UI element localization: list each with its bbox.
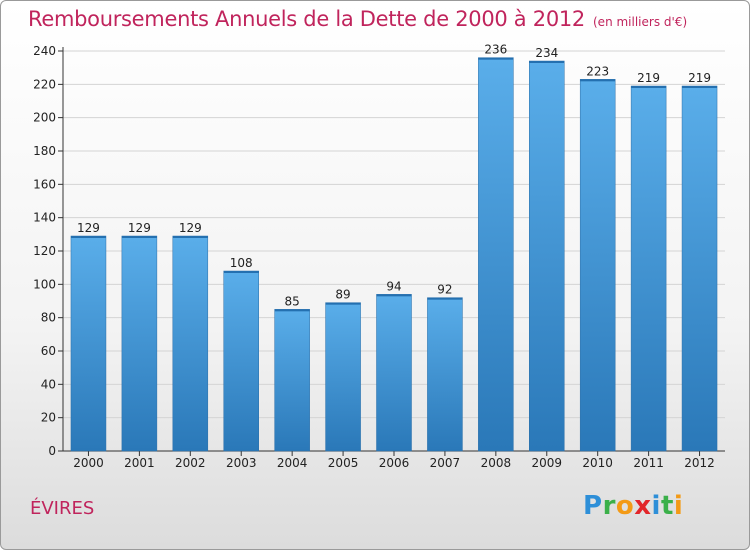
value-label-2007: 92	[437, 283, 452, 297]
x-tick-label-2011: 2011	[633, 456, 664, 470]
value-label-2009: 234	[535, 46, 558, 60]
logo-letter: r	[602, 491, 616, 521]
bar-top-edge	[325, 302, 361, 305]
bar-top-edge	[376, 294, 412, 297]
logo-letter: x	[634, 491, 652, 521]
value-label-2012: 219	[688, 71, 711, 85]
bar-2009	[529, 60, 565, 452]
logo-letter: i	[673, 491, 684, 521]
bar-2000	[70, 235, 107, 452]
bar-2008	[478, 57, 514, 452]
y-tick-label: 220	[33, 77, 56, 91]
value-label-2003: 108	[230, 256, 253, 270]
x-tick-label-2006: 2006	[379, 456, 410, 470]
bar-top-edge	[631, 86, 667, 88]
bar-2004	[274, 309, 310, 452]
chart-subtitle: (en milliers d'€)	[593, 15, 688, 29]
y-tick-label: 60	[41, 344, 56, 358]
chart-title: Remboursements Annuels de la Dette de 20…	[28, 7, 687, 31]
logo-letter: P	[583, 491, 603, 521]
bar-2010	[579, 79, 616, 452]
bar-2003	[223, 270, 259, 452]
x-tick-label-2000: 2000	[73, 456, 104, 470]
value-label-2006: 94	[386, 279, 401, 293]
value-label-2000: 129	[77, 221, 100, 235]
x-tick-label-2005: 2005	[328, 456, 359, 470]
bar-top-edge	[70, 236, 106, 238]
bar-2011	[630, 85, 667, 452]
value-label-2004: 85	[285, 294, 300, 308]
x-tick-label-2007: 2007	[430, 456, 461, 470]
bar-2002	[172, 235, 209, 452]
x-tick-label-2002: 2002	[175, 456, 206, 470]
y-tick-label: 140	[33, 211, 56, 225]
bar-2005	[325, 302, 361, 452]
bar-2006	[376, 294, 412, 452]
bar-2001	[121, 235, 158, 452]
value-label-2010: 223	[586, 64, 609, 78]
y-tick-label: 200	[33, 111, 56, 125]
bar-top-edge	[682, 86, 718, 88]
y-tick-label: 240	[33, 44, 56, 58]
commune-name: ÉVIRES	[30, 498, 95, 519]
y-tick-label: 120	[33, 244, 56, 258]
x-tick-label-2010: 2010	[582, 456, 613, 470]
logo-letter: t	[660, 491, 674, 521]
title-text: Remboursements Annuels de la Dette de 20…	[28, 7, 585, 31]
y-tick-label: 100	[33, 277, 56, 291]
bar-top-edge	[427, 297, 463, 300]
y-tick-label: 160	[33, 177, 56, 191]
bar-top-edge	[172, 236, 208, 238]
bar-top-edge	[580, 79, 616, 82]
y-tick-label: 20	[41, 411, 56, 425]
y-tick-label: 180	[33, 144, 56, 158]
value-label-2002: 129	[179, 221, 202, 235]
bar-top-edge	[478, 57, 514, 60]
value-label-2005: 89	[335, 288, 350, 302]
x-tick-label-2004: 2004	[277, 456, 308, 470]
x-tick-label-2003: 2003	[226, 456, 257, 470]
bar-top-edge	[223, 271, 259, 273]
bar-top-edge	[274, 309, 310, 312]
logo-letter: i	[651, 491, 661, 521]
value-label-2011: 219	[637, 71, 660, 85]
logo-letter: o	[615, 491, 635, 521]
bar-2012	[681, 85, 718, 452]
y-tick-label: 80	[41, 311, 56, 325]
x-tick-label-2008: 2008	[481, 456, 512, 470]
bar-top-edge	[121, 236, 157, 238]
value-label-2008: 236	[484, 43, 507, 57]
y-tick-label: 40	[41, 377, 56, 391]
y-tick-label: 0	[48, 444, 56, 458]
labels: 129 2000 129 2001 129 2002 108 2003 85 2004 89 2005…	[73, 43, 715, 470]
bar-2007	[427, 297, 463, 452]
value-label-2001: 129	[128, 221, 151, 235]
bar-top-edge	[529, 61, 565, 63]
x-tick-label-2012: 2012	[684, 456, 715, 470]
bars	[70, 57, 718, 452]
x-tick-label-2001: 2001	[124, 456, 155, 470]
proxiti-logo[interactable]: Proxiti	[583, 491, 683, 521]
axes: 0 20 40 60 80 100 120 140 160 180 200 220 240	[33, 44, 725, 458]
x-tick-label-2009: 2009	[531, 456, 562, 470]
